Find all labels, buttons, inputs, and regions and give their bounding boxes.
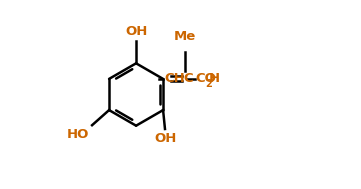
Text: Me: Me bbox=[174, 30, 196, 43]
Text: OH: OH bbox=[155, 132, 177, 145]
Text: HO: HO bbox=[67, 128, 89, 141]
Text: H: H bbox=[209, 72, 220, 85]
Text: OH: OH bbox=[126, 25, 148, 38]
Text: 2: 2 bbox=[205, 79, 212, 89]
Text: CO: CO bbox=[195, 72, 216, 85]
Text: C: C bbox=[184, 72, 193, 85]
Text: CH: CH bbox=[164, 72, 185, 85]
